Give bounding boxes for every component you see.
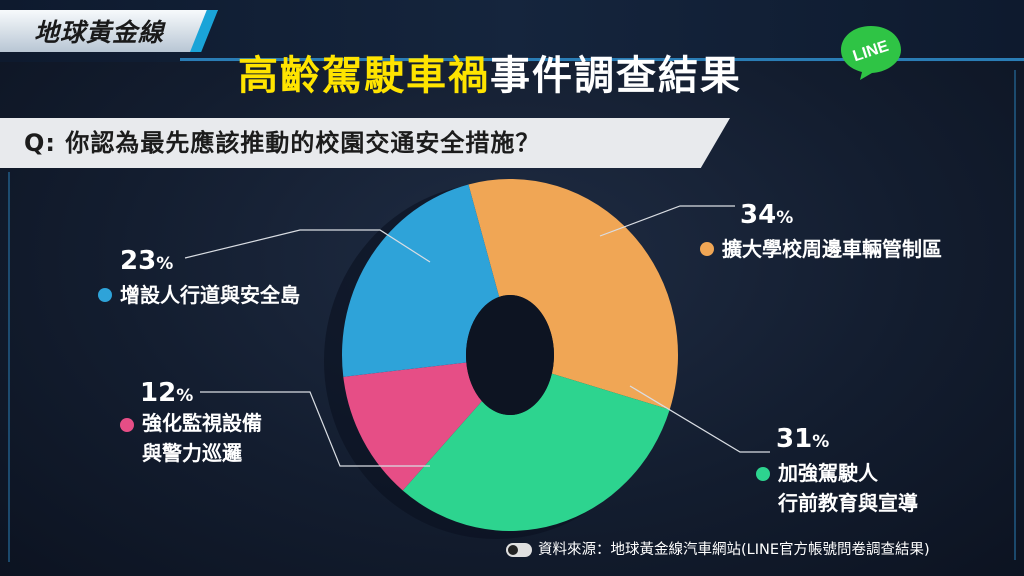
slice-0-label: 擴大學校周邊車輛管制區: [722, 237, 942, 261]
slice-2-legend-dot: [120, 418, 134, 432]
chart-leader-lines: [184, 205, 770, 467]
slice-1-label: 加強駕駛人行前教育與宣導: [778, 458, 918, 518]
slice-2-label-line-2: 與警力巡邏: [142, 441, 242, 465]
donut-hole: [466, 295, 554, 415]
line-logo-icon: LINE: [841, 26, 901, 80]
slice-1-legend-dot: [756, 467, 770, 481]
title-highlight: 高齡駕駛車禍: [238, 53, 490, 99]
page-title: 高齡駕駛車禍事件調查結果: [238, 48, 742, 104]
leader-line-3: [184, 229, 431, 263]
source-text: 資料來源：地球黃金線汽車網站(LINE官方帳號問卷調查結果): [538, 542, 930, 558]
slice-1-label-line-2: 行前教育與宣導: [778, 491, 918, 515]
slice-2-percent: 12%: [140, 378, 194, 408]
slice-1-label-line-1: 加強駕駛人: [778, 461, 878, 485]
slice-3-label: 增設人行道與安全島: [120, 283, 300, 307]
donut-slice-2: [343, 362, 482, 491]
donut-slice-3: [342, 184, 500, 377]
toggle-icon: [506, 543, 532, 557]
frame-line-left: [8, 172, 10, 562]
frame-line-right: [1014, 70, 1016, 560]
chart-slices: [324, 179, 678, 539]
slice-0-legend-dot: [700, 242, 714, 256]
slice-2-label-line-1: 強化監視設備: [142, 411, 262, 435]
donut-slice-1: [402, 373, 670, 531]
slice-3-legend-dot: [98, 288, 112, 302]
slice-3-percent: 23%: [120, 246, 174, 276]
frame-line-top: [180, 58, 1024, 61]
question-bar: Q: 你認為最先應該推動的校園交通安全措施？: [0, 118, 730, 168]
brand-logo: 地球黃金線: [0, 10, 218, 52]
leader-line-2: [200, 391, 430, 467]
brand-logo-text: 地球黃金線: [33, 18, 164, 47]
donut-slice-0: [468, 179, 678, 410]
slice-2-label: 強化監視設備 與警力巡邏: [142, 408, 262, 468]
slice-0-percent: 34%: [740, 200, 794, 230]
slice-1-percent: 31%: [776, 424, 830, 454]
leader-line-1: [629, 385, 770, 453]
title-rest: 事件調查結果: [490, 53, 742, 99]
question-text: Q: 你認為最先應該推動的校園交通安全措施？: [24, 129, 541, 157]
leader-line-0: [599, 205, 735, 237]
